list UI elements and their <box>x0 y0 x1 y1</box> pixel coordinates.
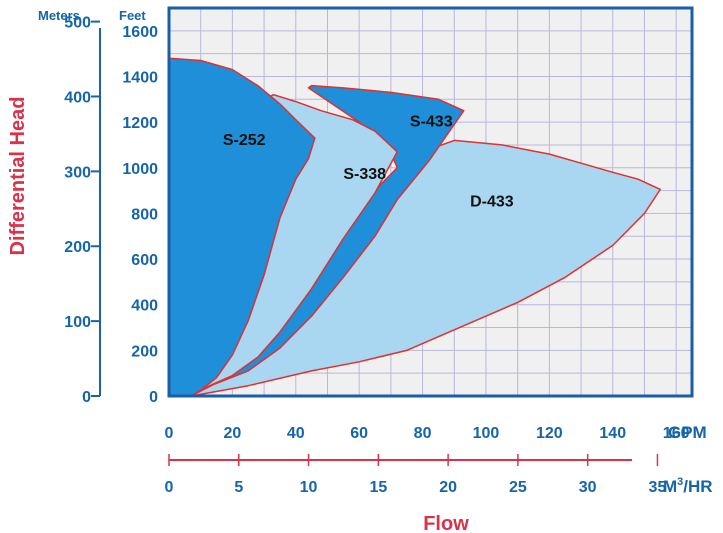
m3hr-tick-label: 0 <box>165 479 174 496</box>
m3hr-unit-label: M3/HR <box>663 476 713 496</box>
m3hr-unit-superscript: 3 <box>677 476 683 488</box>
gpm-tick-label: 80 <box>414 425 432 442</box>
y-axis-label: Differential Head <box>7 97 29 256</box>
meters-tick-label: 0 <box>82 389 91 406</box>
meters-tick-label: 500 <box>64 15 91 32</box>
series-labels: D-433 S-433 S-338 S-252 <box>223 114 514 211</box>
meters-axis-ticks: 0 100 200 300 400 500 <box>64 15 100 406</box>
m3hr-tick-label: 35 <box>649 479 667 496</box>
meters-tick-label: 200 <box>64 239 91 256</box>
meters-tick-label: 300 <box>64 164 91 181</box>
feet-tick-label: 600 <box>131 252 158 269</box>
meters-tick-label: 100 <box>64 314 91 331</box>
series-areas <box>168 57 662 397</box>
gpm-tick-label: 60 <box>350 425 368 442</box>
series-label-d-433: D-433 <box>470 194 514 211</box>
feet-tick-label: 1400 <box>122 69 158 86</box>
meters-tick-label: 400 <box>64 89 91 106</box>
gpm-tick-label: 20 <box>223 425 241 442</box>
gpm-tick-label: 0 <box>165 425 174 442</box>
m3hr-tick-label: 15 <box>369 479 387 496</box>
x-axis-label: Flow <box>423 513 469 533</box>
meters-axis-title: Meters <box>38 8 80 23</box>
m3hr-tick-label: 5 <box>234 479 243 496</box>
feet-tick-label: 1200 <box>122 115 158 132</box>
gpm-tick-label: 160 <box>663 425 690 442</box>
m3hr-tick-label: 10 <box>300 479 318 496</box>
series-area-s-252 <box>168 57 316 397</box>
feet-axis-title: Feet <box>119 8 146 23</box>
feet-tick-label: 400 <box>131 298 158 315</box>
m3hr-tick-label: 25 <box>509 479 527 496</box>
m3hr-axis-ticks: 0 5 10 15 20 25 30 35 <box>165 454 667 496</box>
m3hr-tick-label: 20 <box>439 479 457 496</box>
gpm-axis-ticks: 0 20 40 60 80 100 120 140 160 <box>165 425 690 442</box>
gpm-unit-label: GPM <box>668 423 707 442</box>
plot-frame <box>167 6 694 398</box>
gpm-tick-label: 40 <box>287 425 305 442</box>
feet-tick-label: 800 <box>131 206 158 223</box>
series-label-s-252: S-252 <box>223 132 266 149</box>
feet-tick-label: 1600 <box>122 24 158 41</box>
feet-axis-ticks: 0 200 400 600 800 1000 1200 1400 1600 <box>122 24 158 406</box>
feet-tick-label: 1000 <box>122 161 158 178</box>
m3hr-tick-label: 30 <box>579 479 597 496</box>
series-label-s-338: S-338 <box>343 166 386 183</box>
m3hr-unit-prefix: M <box>663 477 677 496</box>
gpm-tick-label: 140 <box>599 425 626 442</box>
gpm-tick-label: 100 <box>473 425 500 442</box>
series-label-s-433: S-433 <box>410 114 453 131</box>
m3hr-unit-suffix: /HR <box>683 477 712 496</box>
feet-tick-label: 0 <box>149 389 158 406</box>
feet-tick-label: 200 <box>131 343 158 360</box>
gpm-tick-label: 120 <box>536 425 563 442</box>
